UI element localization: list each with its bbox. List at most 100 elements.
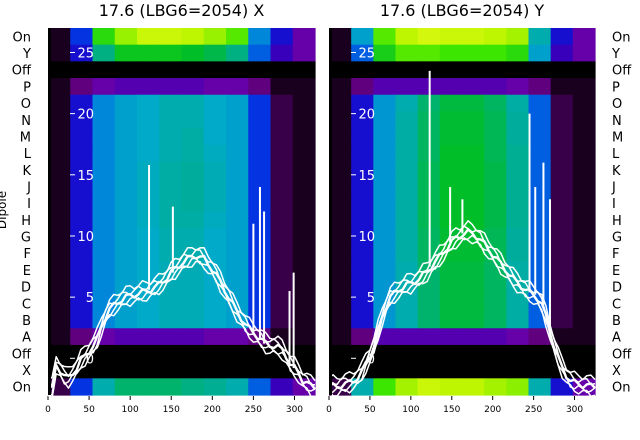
heatmap-cell (528, 344, 552, 363)
heatmap-cell (528, 328, 552, 346)
heatmap-cell (329, 361, 352, 379)
heatmap-cell (292, 61, 316, 79)
heatmap-cell (417, 28, 441, 46)
heatmap-cell (351, 261, 374, 279)
heatmap-cell (572, 178, 596, 196)
heatmap-cell (92, 361, 116, 379)
heatmap-cell (373, 94, 397, 113)
heatmap-cell (351, 144, 374, 163)
heatmap-cell (550, 161, 574, 179)
heatmap-cell (159, 228, 183, 246)
traces (47, 246, 316, 399)
heatmap-cell (439, 178, 463, 196)
heatmap-cell (114, 178, 138, 196)
heatmap-cell (92, 28, 116, 46)
x-tick-label: 250 (245, 405, 262, 415)
heatmap-cell (506, 144, 530, 163)
heatmap-cell (484, 278, 507, 296)
heatmap-cell (439, 94, 463, 113)
heatmap-cell (137, 44, 160, 62)
heatmap-cell (181, 194, 205, 213)
x-tick-label: 150 (443, 405, 460, 415)
heatmap-cell (439, 78, 463, 96)
heatmap-cell (270, 378, 294, 396)
heatmap-cell (70, 278, 94, 296)
heatmap-cell (439, 144, 463, 163)
heatmap-cell (439, 328, 463, 346)
heatmap-cell (550, 244, 574, 263)
heatmap-cell (248, 28, 272, 46)
heatmap-cell (417, 328, 441, 346)
heatmap-cell (48, 44, 71, 62)
heatmap-cell (114, 244, 138, 263)
heatmap-cell (439, 111, 463, 129)
heatmap-cell (70, 144, 94, 163)
heatmap-cell (506, 94, 530, 113)
heatmap-cell (203, 28, 227, 46)
heatmap-cell (439, 44, 463, 62)
heatmap-cell (159, 294, 183, 313)
heatmap-cell (550, 294, 574, 313)
heatmap-cell (92, 61, 116, 79)
heatmap-cell (137, 128, 160, 146)
heatmap-cell (329, 311, 352, 329)
heatmap-cell (292, 111, 316, 129)
heatmap-cell (203, 144, 227, 163)
heatmap-cell (48, 194, 71, 213)
row-label: K (22, 164, 31, 179)
heatmap-cell (226, 211, 249, 229)
row-label: I (612, 197, 616, 212)
heatmap-cell (226, 278, 249, 296)
heatmap-cell (226, 194, 249, 213)
heatmap-cell (351, 311, 374, 329)
heatmap-cell (329, 144, 352, 163)
x-tick-label: 200 (204, 405, 221, 415)
heatmap-cell (351, 61, 374, 79)
heatmap-cell (137, 94, 160, 113)
heatmap-cell (329, 194, 352, 213)
heatmap-cell (329, 128, 352, 146)
heatmap-cell (292, 94, 316, 113)
heatmap-cell (292, 28, 316, 46)
heatmap-cell (506, 194, 530, 213)
heatmap-cell (48, 211, 71, 229)
heatmap-cell (248, 378, 272, 396)
x-tick-label: 0 (326, 405, 332, 415)
row-label: On (612, 30, 630, 45)
heatmap-cell (70, 78, 94, 96)
heatmap-cell (70, 211, 94, 229)
row-label: L (24, 147, 32, 162)
heatmap-cell (226, 328, 249, 346)
heatmap-cell (395, 161, 419, 179)
heatmap-cell (439, 161, 463, 179)
heatmap-cell (270, 44, 294, 62)
heatmap-cell (114, 144, 138, 163)
heatmap-cell (181, 211, 205, 229)
heatmap-cell (462, 78, 485, 96)
heatmap-cell (572, 261, 596, 279)
heatmap-cell (439, 378, 463, 396)
row-label: A (612, 331, 621, 346)
spikes (148, 165, 295, 369)
heatmap-cell (528, 111, 552, 129)
heatmap-cell (506, 361, 530, 379)
x-tick-label: 50 (83, 405, 95, 415)
heatmap-cell (114, 161, 138, 179)
heatmap-cell (395, 311, 419, 329)
heatmap-cell (270, 61, 294, 79)
x-tick-label: 100 (122, 405, 139, 415)
heatmap-cell (248, 61, 272, 79)
heatmap-cell (506, 261, 530, 279)
heatmap-cell (395, 194, 419, 213)
heatmap-cell (572, 344, 596, 363)
heatmap-cell (292, 78, 316, 96)
heatmap-cell (270, 28, 294, 46)
x-ticks: 0 50 100 150 200 250 300 (45, 396, 303, 415)
y-tick-label: 20 (77, 108, 94, 123)
heatmap-cell (506, 44, 530, 62)
x-tick-label: 100 (402, 405, 419, 415)
heatmap-cell (506, 178, 530, 196)
heatmap-cell (329, 94, 352, 113)
heatmap-cell (114, 361, 138, 379)
